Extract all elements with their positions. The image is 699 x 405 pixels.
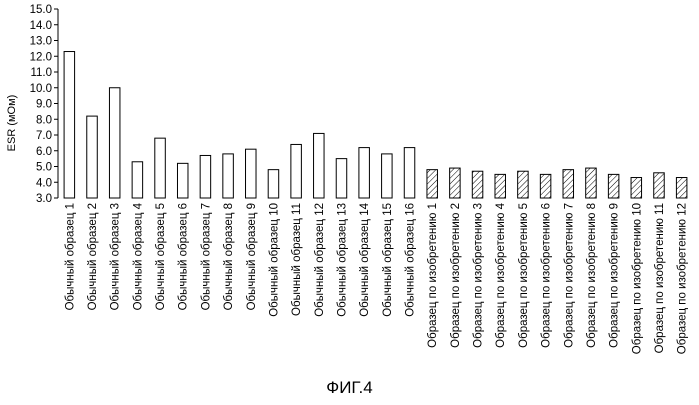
- y-tick-label: 15.0: [30, 4, 52, 16]
- category-label-18: Образец по изобретению 2: [450, 203, 462, 348]
- bar-22: [540, 174, 551, 198]
- category-label-17: Образец по изобретению 1: [427, 203, 439, 348]
- bar-1: [64, 52, 75, 198]
- y-tick-label: 6.0: [36, 146, 52, 158]
- category-label-3: Обычный образец 3: [110, 203, 122, 310]
- y-tick-label: 8.0: [36, 114, 52, 126]
- bar-7: [200, 155, 211, 198]
- y-tick-label: 5.0: [36, 162, 52, 174]
- bar-21: [518, 171, 529, 198]
- bar-16: [404, 148, 415, 198]
- x-tick-labels: Обычный образец 1 Обычный образец 2 Обычны…: [64, 202, 688, 354]
- category-label-10: Обычный образец 10: [268, 203, 280, 317]
- bar-13: [336, 159, 347, 198]
- category-label-24: Образец по изобретению 8: [586, 203, 598, 348]
- bar-3: [109, 88, 120, 198]
- bars: [64, 52, 687, 198]
- category-label-22: Образец по изобретению 6: [541, 203, 553, 348]
- category-label-13: Обычный образец 13: [336, 203, 348, 317]
- y-tick-label: 12.0: [30, 51, 52, 63]
- bar-17: [427, 170, 438, 198]
- category-label-21: Образец по изобретению 5: [518, 203, 530, 348]
- category-label-14: Обычный образец 14: [359, 202, 371, 316]
- y-tick-label: 3.0: [36, 193, 52, 205]
- category-label-16: Обычный образец 16: [405, 203, 417, 317]
- bar-15: [382, 154, 393, 198]
- bar-4: [132, 162, 143, 198]
- bar-2: [87, 116, 98, 198]
- bar-18: [450, 168, 461, 198]
- y-tick-label: 9.0: [36, 99, 52, 111]
- category-label-11: Обычный образец 11: [291, 203, 303, 316]
- category-label-25: Образец по изобретению 9: [609, 203, 621, 348]
- bar-9: [246, 149, 257, 198]
- category-label-26: Образец по изобретению 10: [631, 203, 643, 354]
- category-label-23: Образец по изобретению 7: [563, 203, 575, 348]
- bar-23: [563, 170, 574, 198]
- category-label-27: Образец по изобретению 11: [654, 203, 666, 353]
- y-tick-label: 14.0: [30, 20, 52, 32]
- bar-6: [177, 163, 188, 198]
- y-axis: 3.0 4.0 5.0 6.0 7.0 8.0 9.0 10.0 11.0 12.0 13.0 14.…: [30, 4, 58, 205]
- category-label-20: Образец по изобретению 4: [495, 202, 507, 347]
- category-label-7: Обычный образец 7: [200, 203, 212, 310]
- bar-10: [268, 170, 279, 198]
- bar-14: [359, 148, 370, 198]
- y-tick-label: 13.0: [30, 36, 52, 48]
- category-label-15: Обычный образец 15: [382, 203, 394, 317]
- bar-19: [472, 171, 483, 198]
- y-tick-label: 10.0: [30, 83, 52, 95]
- bar-25: [608, 174, 619, 198]
- category-label-28: Образец по изобретению 12: [677, 203, 689, 354]
- category-label-2: Обычный образец 2: [87, 203, 99, 310]
- bar-11: [291, 144, 302, 198]
- bar-28: [676, 178, 687, 198]
- y-tick-label: 11.0: [30, 67, 52, 79]
- bar-27: [654, 173, 665, 198]
- category-label-5: Обычный образец 5: [155, 203, 167, 310]
- y-tick-label: 7.0: [36, 130, 52, 142]
- category-label-4: Обычный образец 4: [132, 202, 144, 310]
- category-label-6: Обычный образец 6: [178, 203, 190, 310]
- category-label-8: Обычный образец 8: [223, 203, 235, 310]
- figure-caption: ФИГ.4: [0, 378, 699, 398]
- category-label-19: Образец по изобретению 3: [473, 203, 485, 348]
- y-tick-label: 4.0: [36, 177, 52, 189]
- category-label-12: Обычный образец 12: [314, 203, 326, 317]
- bar-26: [631, 178, 642, 198]
- category-label-1: Обычный образец 1: [64, 203, 76, 310]
- bar-20: [495, 174, 506, 198]
- bar-24: [586, 168, 597, 198]
- bar-12: [314, 133, 325, 198]
- bar-5: [155, 138, 166, 198]
- bar-8: [223, 154, 234, 198]
- category-label-9: Обычный образец 9: [246, 203, 258, 310]
- y-axis-label: ESR (мОм): [6, 95, 18, 152]
